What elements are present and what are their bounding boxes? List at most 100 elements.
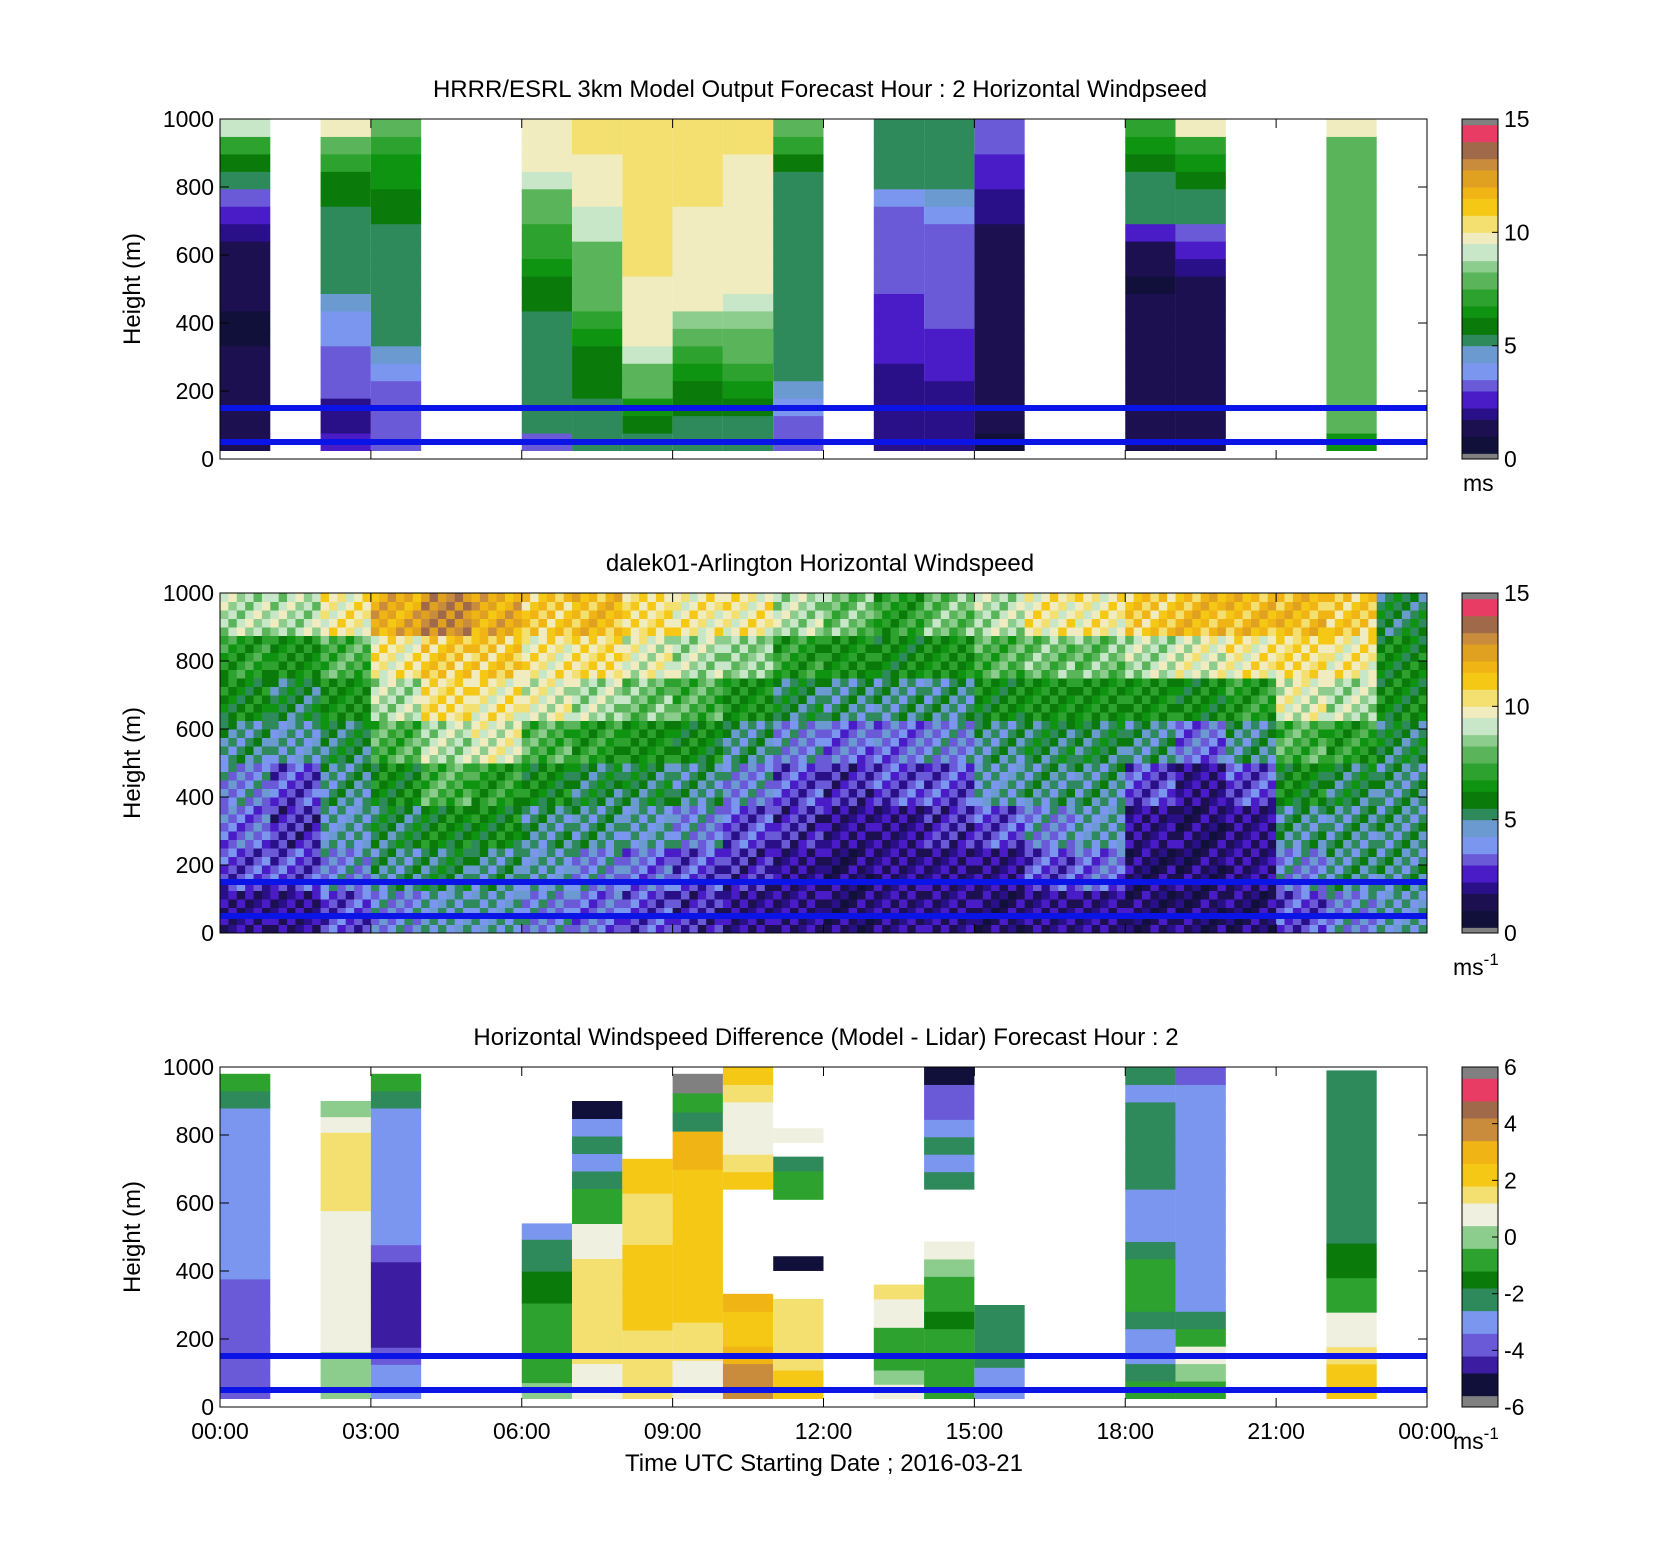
heatmap-cell-band3-s0-r4-q4: [371, 721, 380, 730]
heatmap-cell-band6-s4-r4-q1: [555, 746, 564, 755]
heatmap-cell-band13-s2-r3-q2: [891, 780, 900, 789]
y-tick-label: 600: [176, 242, 214, 268]
heatmap-cell-band16-s2-r4-q4: [1041, 721, 1050, 730]
heatmap-cell-band11-s5-r5-q4: [815, 678, 824, 687]
heatmap-cell-band17-s0-r1-q3: [1075, 857, 1084, 866]
heatmap-cell-band3-s2-r6-q0: [388, 670, 397, 679]
heatmap-cell-band11-s2-r0-q4: [790, 891, 799, 900]
heatmap-cell-band12-s4-r7-q4: [857, 593, 866, 602]
heatmap-cell-band13-s4-r2-q4: [907, 806, 916, 815]
heatmap-cell-band7-s2-r2-q3: [589, 814, 598, 823]
heatmap-cell-band12-s5-r4-q4: [865, 721, 874, 730]
heatmap-cell-band11-s1-r5-q4: [782, 678, 791, 687]
heatmap-cell-band5-s4-r5-q2: [505, 695, 514, 704]
heatmap-cell-band14-s4-r0-q4: [958, 891, 967, 900]
heatmap-cell-band4-s4-r1-q2: [455, 865, 464, 874]
heatmap-cell-band11-s5-r6-q4: [815, 636, 824, 645]
heatmap-cell-band17-s1-r1-q2: [1083, 865, 1092, 874]
heatmap-cell-band7-s3-r2-q1: [597, 831, 606, 840]
heatmap-cell-band11-s3-r4-q1: [798, 746, 807, 755]
heatmap-cell-band14-s2-r4-q4: [941, 721, 950, 730]
heatmap-cell-band13-s5-r1-q3: [916, 857, 925, 866]
heatmap-cell-band15-s4-r6-q0: [1008, 670, 1017, 679]
heatmap-cell-band2-s2-r2-q1: [337, 831, 346, 840]
heatmap-cell-band0-s1-r4-q2: [228, 738, 237, 747]
heatmap-cell-band4-s2-r7-q0: [438, 627, 447, 636]
heatmap-cell-band10-s3-r2-q1: [748, 831, 757, 840]
heatmap-cell-band16-s5-r4-q0: [1067, 755, 1076, 764]
heatmap-cell-band0-s5-r4-q1: [262, 746, 271, 755]
heatmap-cell-band13-s2-r0-q0: [891, 925, 900, 934]
heatmap-cell-band16-s5-r5-q3: [1067, 687, 1076, 696]
heatmap-cell-col6-row6: [673, 328, 723, 346]
heatmap-cell-band7-s0-r2-q3: [572, 814, 581, 823]
heatmap-cell-band15-s2-r1-q3: [991, 857, 1000, 866]
heatmap-cell-band5-s2-r2-q4: [488, 806, 497, 815]
heatmap-cell-band17-s4-r4-q4: [1108, 721, 1117, 730]
heatmap-cell-band16-s3-r4-q2: [1050, 738, 1059, 747]
heatmap-cell-band1-s2-r2-q3: [287, 814, 296, 823]
heatmap-cell-band7-s1-r4-q4: [580, 721, 589, 730]
heatmap-cell-band11-s1-r3-q4: [782, 763, 791, 772]
heatmap-cell-band2-s4-r7-q2: [354, 610, 363, 619]
heatmap-cell-band4-s3-r3-q1: [446, 789, 455, 798]
heatmap-cell-band2-s0-r3-q1: [321, 789, 330, 798]
heatmap-cell-band3-s5-r1-q2: [413, 865, 422, 874]
heatmap-cell-band5-s3-r6-q2: [497, 653, 506, 662]
heatmap-cell-band8-s4-r2-q0: [656, 840, 665, 849]
heatmap-cell-band0-s2-r2-q3: [237, 814, 246, 823]
heatmap-cell-band3-s4-r0-q3: [404, 899, 413, 908]
heatmap-cell-band5-s2-r6-q2: [488, 653, 497, 662]
heatmap-cell-band5-s0-r5-q0: [471, 712, 480, 721]
heatmap-cell-band1-s1-r5-q0: [279, 712, 288, 721]
heatmap-cell-band5-s1-r5-q0: [480, 712, 489, 721]
heatmap-cell-band6-s0-r0-q0: [522, 925, 531, 934]
heatmap-cell-band9-s0-r5-q1: [673, 704, 682, 713]
heatmap-cell-col5-row13: [622, 206, 672, 224]
heatmap-cell-band11-s3-r3-q3: [798, 772, 807, 781]
heatmap-cell-band2-s2-r1-q4: [337, 848, 346, 857]
heatmap-cell-band3-s5-r3-q4: [413, 763, 422, 772]
heatmap-cell-band8-s1-r1-q3: [631, 857, 640, 866]
heatmap-cell-band17-s3-r5-q0: [1100, 712, 1109, 721]
heatmap-cell-band16-s4-r7-q2: [1058, 610, 1067, 619]
heatmap-cell-band1-s2-r7-q3: [287, 602, 296, 611]
heatmap-cell-band9-s0-r2-q0: [673, 840, 682, 849]
heatmap-cell-col1-row17: [321, 136, 371, 154]
heatmap-cell-band18-s0-r5-q3: [1125, 687, 1134, 696]
heatmap-cell-band11-s0-r4-q4: [773, 721, 782, 730]
heatmap-cell-band11-s0-r6-q4: [773, 636, 782, 645]
heatmap-cell-band16-s0-r7-q3: [1025, 602, 1034, 611]
heatmap-cell-band4-s1-r5-q2: [430, 695, 439, 704]
heatmap-cell-band3-s3-r0-q3: [396, 899, 405, 908]
heatmap-cell-band7-s1-r7-q2: [580, 610, 589, 619]
heatmap-cell-band16-s3-r2-q4: [1050, 806, 1059, 815]
heatmap-cell-band16-s4-r3-q3: [1058, 772, 1067, 781]
heatmap-cell-band6-s2-r5-q1: [539, 704, 548, 713]
heatmap-cell-band12-s5-r2-q3: [865, 814, 874, 823]
heatmap-cell-band17-s5-r4-q4: [1117, 721, 1126, 730]
heatmap-cell-col3-row3: [522, 381, 572, 399]
heatmap-cell-band18-s4-r2-q0: [1159, 840, 1168, 849]
heatmap-cell-band14-s4-r1-q2: [958, 865, 967, 874]
heatmap-cell-col9-row12: [874, 224, 924, 242]
heatmap-cell-band14-s5-r4-q3: [966, 729, 975, 738]
heatmap-cell-band18-s4-r7-q2: [1159, 610, 1168, 619]
heatmap-cell-band7-s2-r3-q3: [589, 772, 598, 781]
heatmap-cell-band16-s1-r4-q2: [1033, 738, 1042, 747]
heatmap-cell-band14-s3-r2-q3: [949, 814, 958, 823]
heatmap-cell-band0-s1-r4-q1: [228, 746, 237, 755]
heatmap-cell-band12-s0-r2-q4: [824, 806, 833, 815]
heatmap-cell-band2-s5-r2-q0: [362, 840, 371, 849]
heatmap-cell-band0-s5-r6-q2: [262, 653, 271, 662]
heatmap-cell-band5-s0-r4-q4: [471, 721, 480, 730]
heatmap-cell-band6-s4-r7-q0: [555, 627, 564, 636]
heatmap-cell-band6-s3-r1-q2: [547, 865, 556, 874]
heatmap-cell-band18-s5-r2-q1: [1167, 831, 1176, 840]
heatmap-cell-band15-s1-r6-q4: [983, 636, 992, 645]
heatmap-cell-band5-s1-r0-q4: [480, 891, 489, 900]
heatmap-cell-band18-s0-r5-q0: [1125, 712, 1134, 721]
heatmap-cell-band1-s3-r4-q4: [295, 721, 304, 730]
heatmap-cell-band12-s0-r6-q0: [824, 670, 833, 679]
heatmap-cell-band3-s2-r7-q4: [388, 593, 397, 602]
